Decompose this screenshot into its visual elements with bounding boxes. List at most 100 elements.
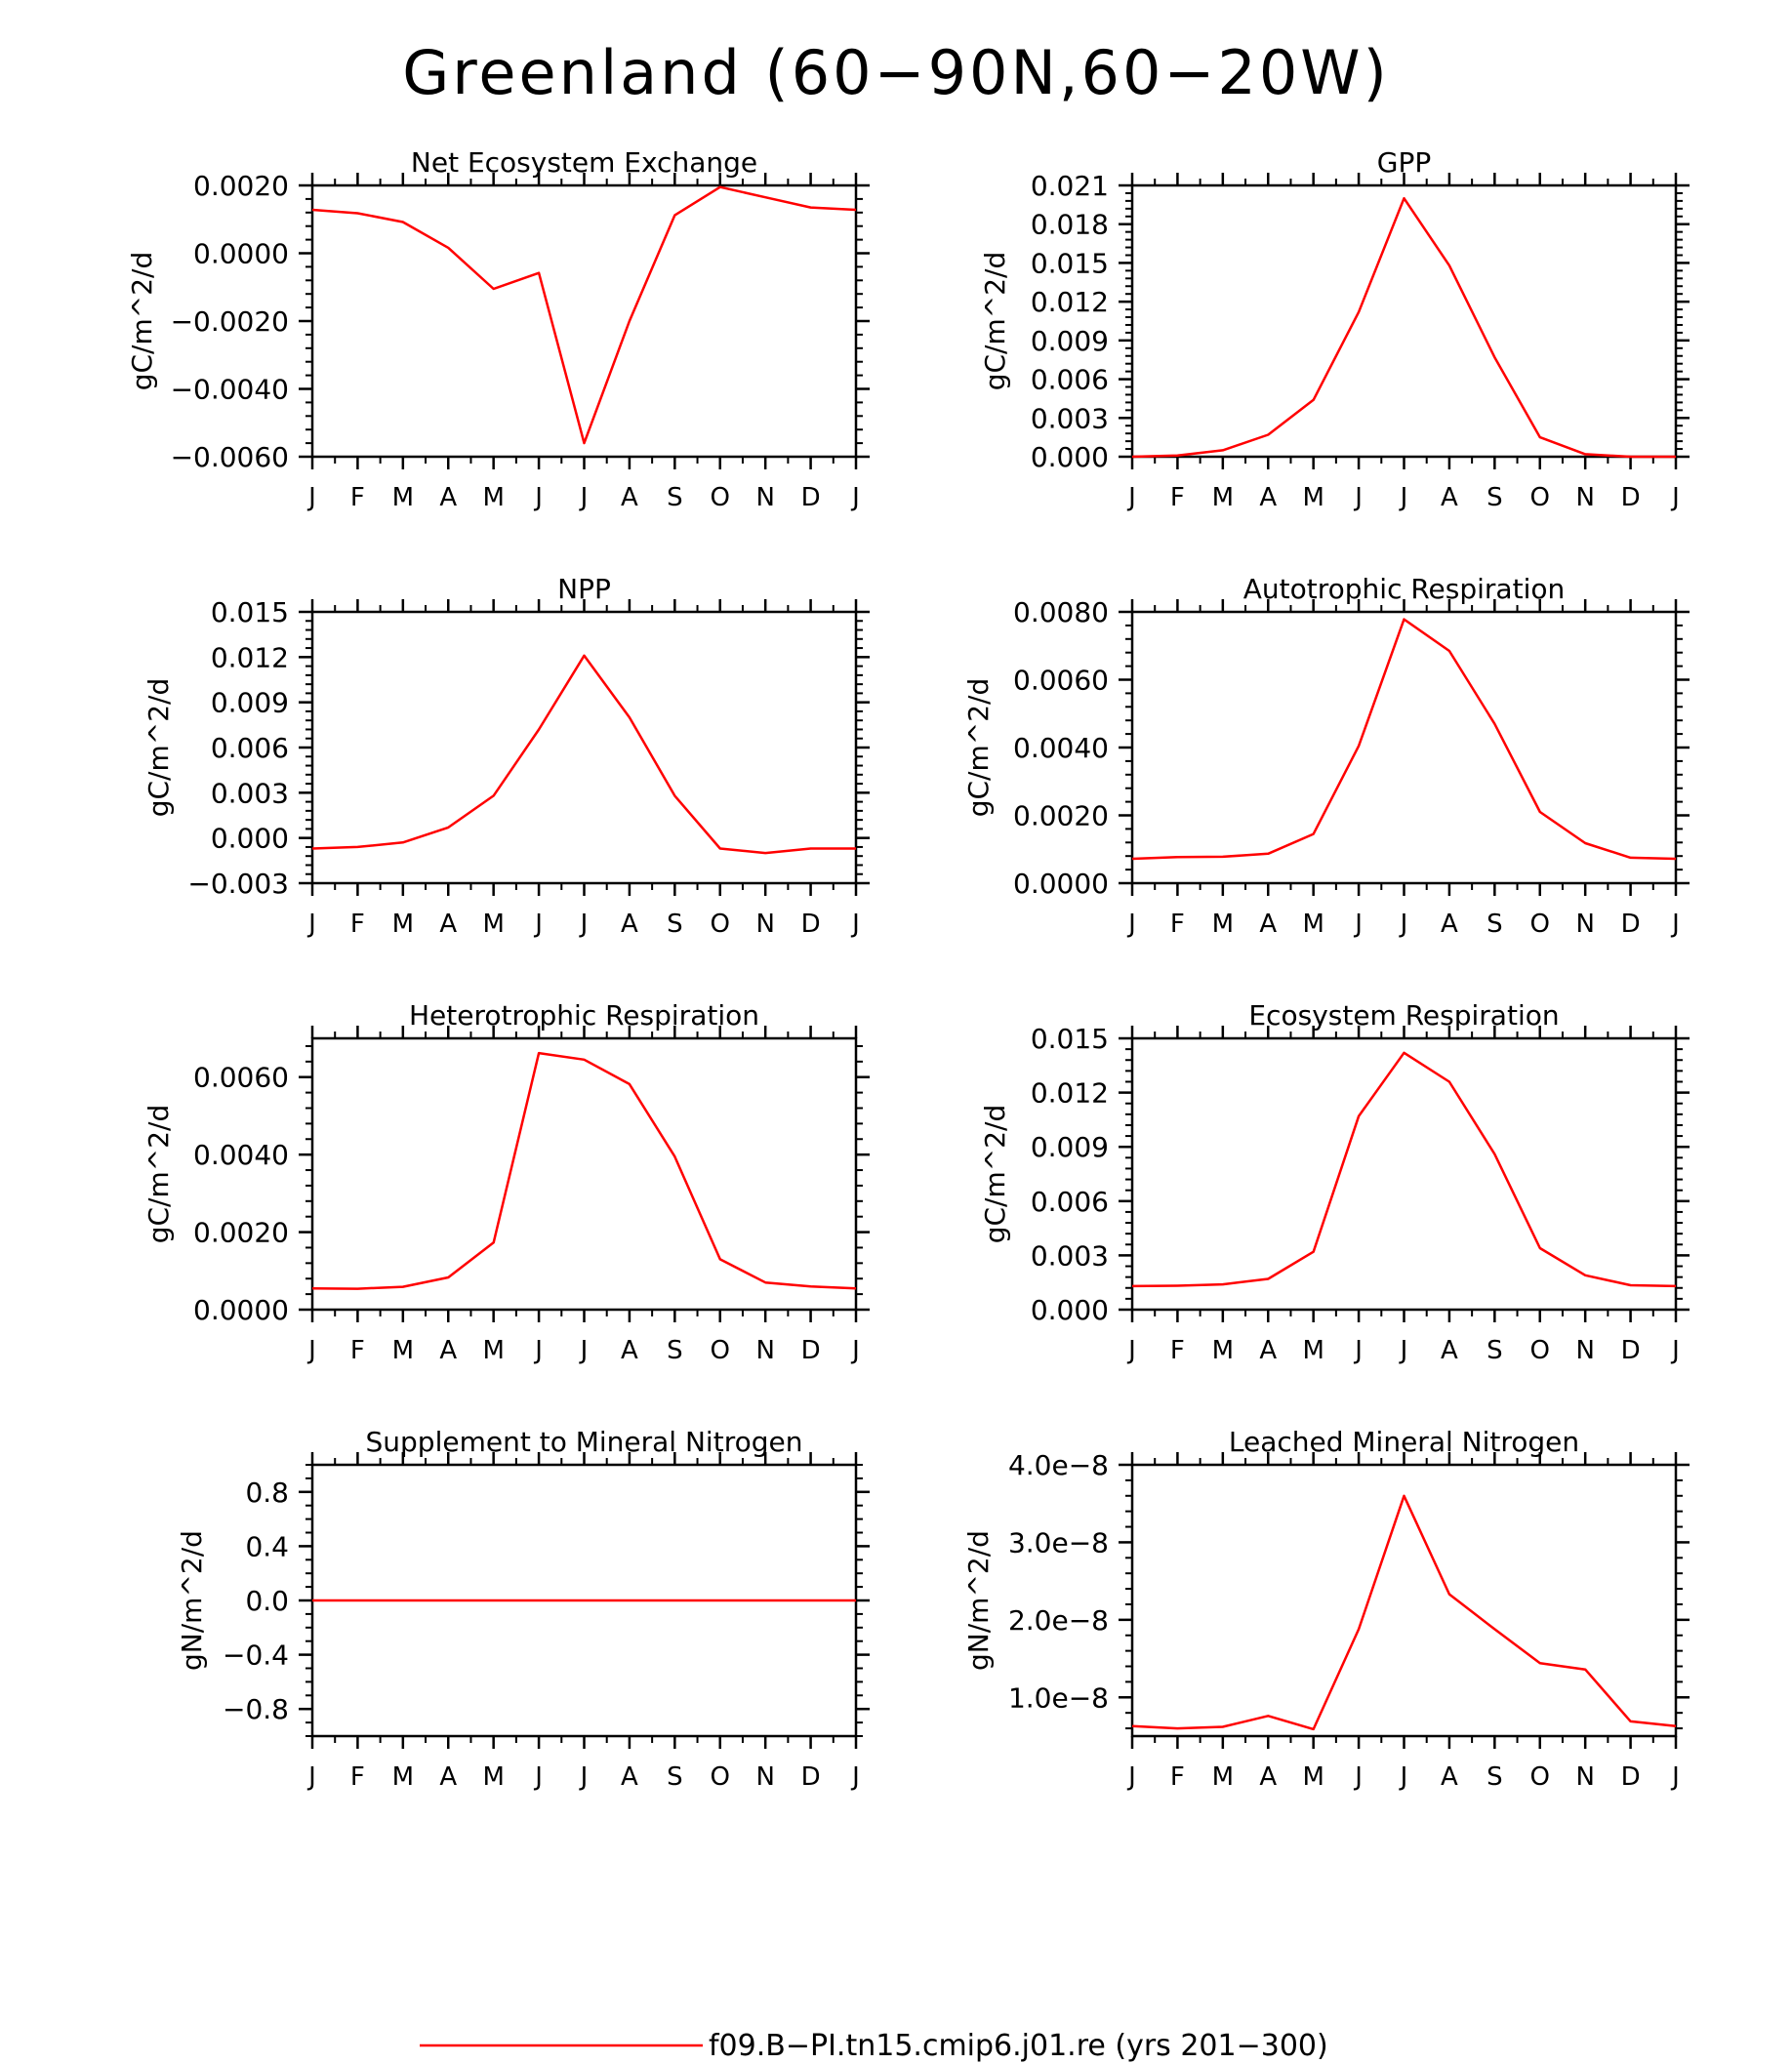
y-tick-label: 0.0000: [1013, 868, 1109, 900]
x-tick-label: J: [306, 910, 316, 939]
x-tick-label: S: [667, 1336, 683, 1365]
x-tick-label: F: [1170, 1762, 1185, 1792]
x-tick-label: M: [482, 483, 504, 512]
x-tick-label: D: [1621, 1762, 1641, 1792]
series-line: [1131, 618, 1677, 861]
panel-title: Heterotrophic Respiration: [409, 999, 759, 1032]
series-line: [1131, 196, 1676, 459]
x-tick-label: A: [439, 483, 457, 512]
plot-frame: [1130, 1036, 1678, 1312]
x-tick-label: J: [579, 910, 589, 939]
y-tick-label: 0.0000: [193, 1294, 289, 1326]
y-tick-label: 0.0020: [193, 170, 289, 202]
y-tick-label: −0.003: [187, 868, 289, 900]
plot-frame: [310, 1036, 858, 1312]
y-tick-label: 0.006: [1031, 364, 1109, 396]
x-tick-label: F: [1170, 1336, 1185, 1365]
x-tick-label: S: [1487, 1336, 1503, 1365]
x-tick-label: J: [306, 1336, 316, 1365]
x-tick-label: F: [350, 483, 365, 512]
chart-panel-7: J F M A M J J A S O N D J−0.8−0.40.00.40.8Supplement…: [176, 1426, 870, 1792]
x-tick-label: A: [1441, 1762, 1458, 1792]
y-tick-label: 3.0e−8: [1008, 1526, 1109, 1558]
panel-title: Supplement to Mineral Nitrogen: [366, 1426, 803, 1458]
x-tick-label: N: [1575, 1336, 1594, 1365]
y-axis-label: gC/m^2/d: [143, 1105, 175, 1244]
chart-panel-2: J F M A M J J A S O N D J0.0000.0030.0060.0090.0120.…: [979, 146, 1690, 512]
x-tick-label: M: [392, 1336, 414, 1365]
x-tick-label: D: [1621, 483, 1641, 512]
x-tick-label: J: [850, 910, 860, 939]
x-tick-label: M: [1302, 910, 1324, 939]
x-tick-label: A: [1441, 1336, 1458, 1365]
y-tick-label: 0.0060: [1013, 665, 1109, 697]
chart-panel-3: J F M A M J J A S O N D J−0.0030.0000.0030.0060.0090…: [143, 573, 870, 939]
plot-frame: [310, 183, 858, 459]
x-tick-label: M: [392, 483, 414, 512]
y-tick-label: 0.0040: [1013, 732, 1109, 764]
chart-panel-8: J F M A M J J A S O N D J1.0e−82.0e−83.0e−84.0e−8Lea…: [962, 1426, 1690, 1792]
y-tick-label: 0.0: [245, 1585, 289, 1617]
x-tick-label: N: [755, 1762, 774, 1792]
x-tick-label: O: [1530, 1336, 1550, 1365]
x-tick-label: J: [1670, 483, 1680, 512]
x-tick-label: S: [667, 910, 683, 939]
x-tick-label: M: [482, 1762, 504, 1792]
y-tick-label: 0.0020: [1013, 800, 1109, 832]
x-tick-label: J: [1399, 910, 1408, 939]
x-tick-label: M: [1212, 910, 1234, 939]
x-tick-label: M: [482, 910, 504, 939]
x-tick-label: M: [1302, 483, 1324, 512]
y-tick-label: −0.0060: [171, 441, 289, 473]
y-tick-label: 0.015: [1031, 247, 1109, 279]
y-tick-label: 0.000: [1031, 441, 1109, 473]
x-tick-label: F: [350, 1762, 365, 1792]
x-tick-label: J: [850, 483, 860, 512]
y-tick-label: 0.000: [1031, 1294, 1109, 1326]
x-tick-label: A: [1259, 483, 1277, 512]
x-tick-label: J: [1353, 483, 1363, 512]
x-tick-label: J: [1126, 1762, 1136, 1792]
x-tick-label: O: [711, 1336, 730, 1365]
x-tick-label: A: [1441, 483, 1458, 512]
x-tick-label: J: [306, 1762, 316, 1792]
y-axis-label: gC/m^2/d: [126, 252, 158, 391]
y-tick-label: 0.009: [211, 687, 289, 719]
x-tick-label: D: [801, 1762, 821, 1792]
x-tick-label: J: [533, 1762, 543, 1792]
y-tick-label: 0.000: [211, 823, 289, 855]
x-tick-label: A: [1259, 910, 1277, 939]
x-tick-label: F: [1170, 910, 1185, 939]
y-tick-label: 0.0000: [193, 238, 289, 270]
panel-title: Ecosystem Respiration: [1248, 999, 1559, 1032]
x-tick-label: O: [1530, 1762, 1550, 1792]
x-tick-label: J: [850, 1336, 860, 1365]
x-tick-label: O: [711, 483, 730, 512]
y-tick-label: −0.4: [223, 1639, 289, 1672]
y-axis-label: gC/m^2/d: [962, 678, 995, 818]
x-tick-label: A: [1259, 1762, 1277, 1792]
x-tick-label: N: [755, 1336, 774, 1365]
chart-panel-4: J F M A M J J A S O N D J0.00000.00200.00400.00600.0…: [962, 573, 1690, 939]
x-tick-label: D: [801, 1336, 821, 1365]
chart-panel-1: J F M A M J J A S O N D J−0.0060−0.0040−0.00200.0000…: [126, 146, 870, 512]
x-tick-label: S: [667, 483, 683, 512]
y-axis-label: gC/m^2/d: [143, 678, 175, 818]
y-tick-label: 0.015: [1031, 1023, 1109, 1055]
plot-frame: [1130, 610, 1678, 885]
x-tick-label: M: [482, 1336, 504, 1365]
x-tick-label: M: [1212, 1762, 1234, 1792]
x-tick-label: J: [1670, 910, 1680, 939]
chart-panel-6: J F M A M J J A S O N D J0.0000.0030.0060.0090.0120.…: [979, 999, 1690, 1365]
y-tick-label: 0.012: [1031, 1077, 1109, 1110]
x-tick-label: O: [711, 910, 730, 939]
x-tick-label: A: [621, 1336, 638, 1365]
x-tick-label: M: [1302, 1336, 1324, 1365]
y-tick-label: 0.009: [1031, 1131, 1109, 1163]
x-tick-label: S: [1487, 1762, 1503, 1792]
x-tick-label: O: [1530, 910, 1550, 939]
x-tick-label: M: [1212, 483, 1234, 512]
plot-frame: [1130, 1463, 1678, 1738]
x-tick-label: F: [350, 1336, 365, 1365]
